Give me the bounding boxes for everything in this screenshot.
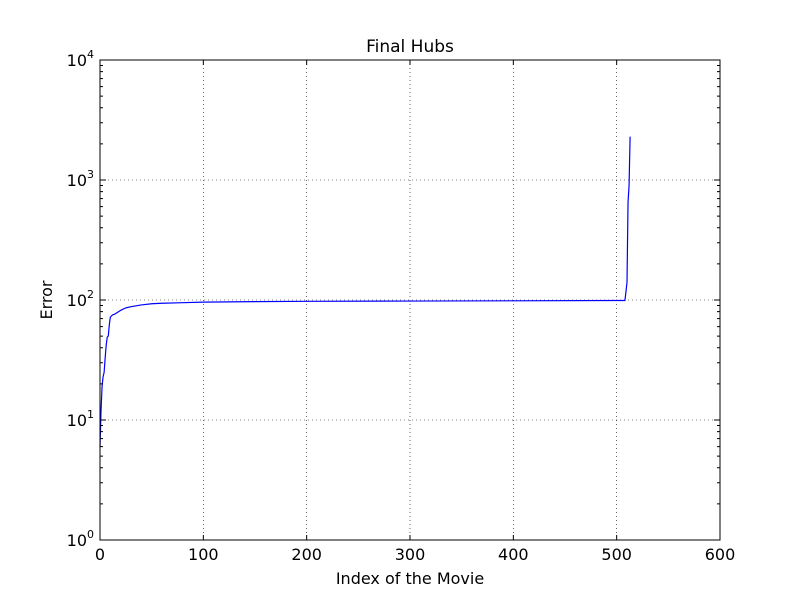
x-tick-label: 100 <box>188 545 219 564</box>
x-tick-label: 500 <box>601 545 632 564</box>
y-tick-label: 104 <box>67 48 94 70</box>
x-tick-label: 200 <box>291 545 322 564</box>
tick-marks <box>99 59 721 541</box>
y-axis-label: Error <box>37 280 56 319</box>
y-tick-label: 100 <box>67 528 94 550</box>
y-tick-label: 102 <box>67 288 94 310</box>
x-axis-label: Index of the Movie <box>336 569 484 588</box>
y-tick-label: 101 <box>67 408 94 430</box>
y-tick-label: 103 <box>67 168 94 190</box>
x-tick-labels: 0 100 200 300 400 500 600 <box>95 545 735 564</box>
x-tick-label: 0 <box>95 545 105 564</box>
series-line <box>99 136 631 447</box>
chart-title: Final Hubs <box>366 37 454 57</box>
x-tick-label: 400 <box>498 545 529 564</box>
series-layer <box>99 136 631 447</box>
x-tick-label: 600 <box>705 545 736 564</box>
x-tick-label: 300 <box>395 545 426 564</box>
y-tick-labels: 100 101 102 103 104 <box>67 48 94 550</box>
